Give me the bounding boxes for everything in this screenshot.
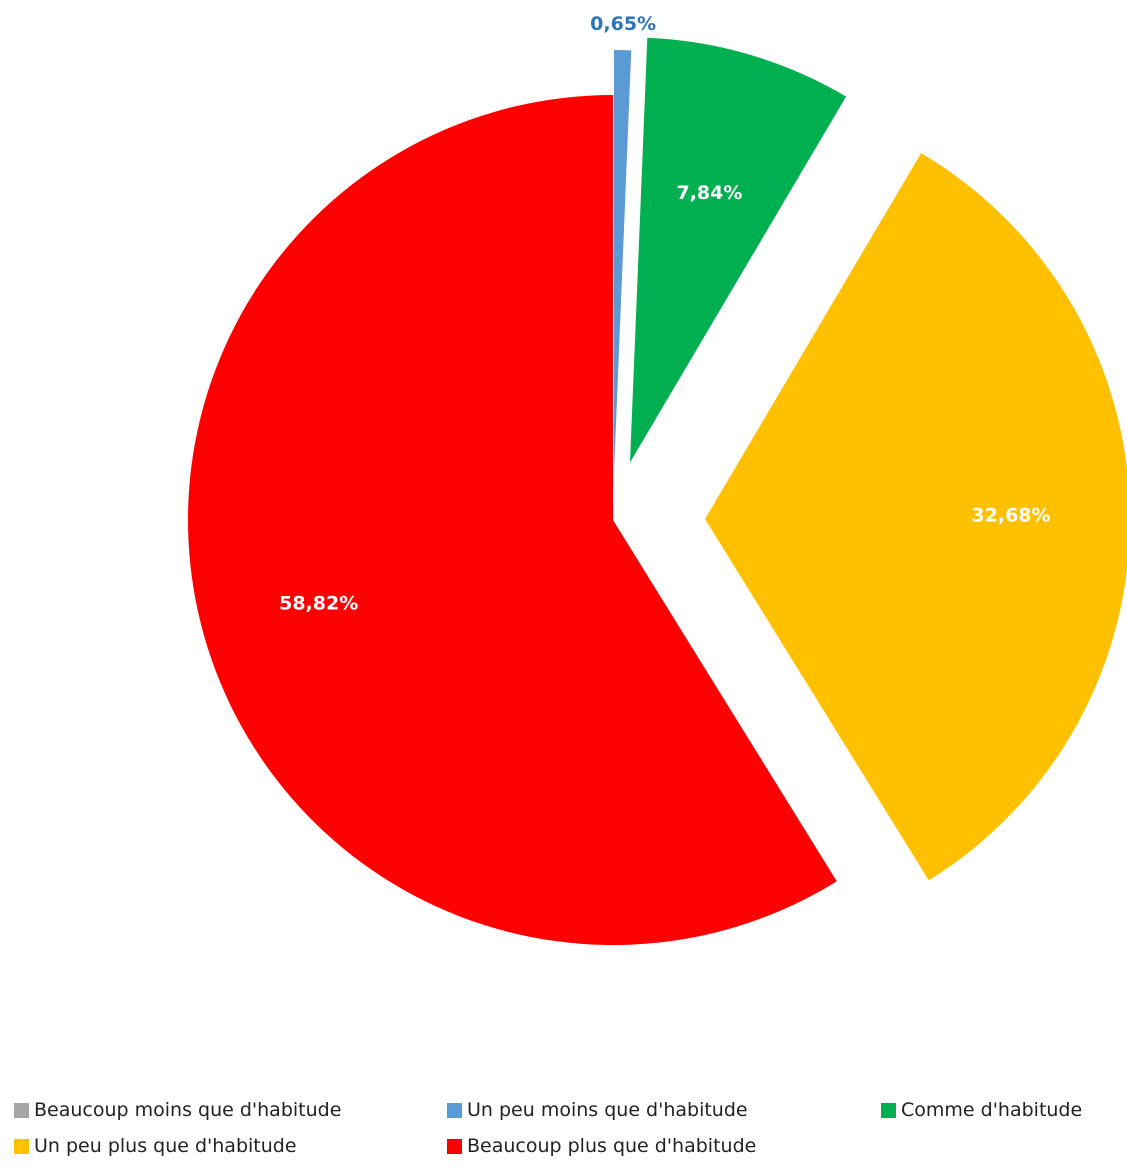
legend-item-beaucoup-plus: Beaucoup plus que d'habitude	[447, 1131, 756, 1161]
legend-swatch-un-peu-plus	[14, 1138, 29, 1154]
pie-slice-beaucoup-plus-que-d-habitude	[188, 95, 837, 946]
legend-item-comme: Comme d'habitude	[881, 1095, 1082, 1125]
data-label-beaucoup-plus-que-d-habitude: 58,82%	[279, 592, 358, 614]
data-label-un-peu-plus-que-d-habitude: 32,68%	[971, 504, 1050, 526]
legend-item-un-peu-plus: Un peu plus que d'habitude	[14, 1131, 297, 1161]
legend-swatch-comme	[881, 1102, 896, 1118]
legend-label-beaucoup-moins: Beaucoup moins que d'habitude	[34, 1099, 342, 1121]
legend-item-un-peu-moins: Un peu moins que d'habitude	[447, 1095, 748, 1125]
legend: Beaucoup moins que d'habitude Un peu moi…	[14, 1095, 1114, 1174]
pie-slice-comme-d-habitude	[629, 37, 847, 463]
legend-label-un-peu-plus: Un peu plus que d'habitude	[34, 1135, 297, 1157]
labels-layer: 0,65% 7,84% 32,68% 58,82%	[279, 13, 1050, 614]
legend-label-comme: Comme d'habitude	[901, 1099, 1083, 1121]
pie-slice-un-peu-moins-que-d-habitude	[613, 50, 632, 476]
pie-plot-area: 0,65% 7,84% 32,68% 58,82%	[188, 13, 1127, 946]
data-label-un-peu-moins-que-d-habitude: 0,65%	[590, 13, 656, 35]
legend-swatch-beaucoup-plus	[447, 1138, 462, 1154]
legend-label-beaucoup-plus: Beaucoup plus que d'habitude	[467, 1135, 757, 1157]
slices-layer	[188, 37, 1127, 946]
pie-slice-un-peu-plus-que-d-habitude	[704, 153, 1127, 881]
legend-swatch-beaucoup-moins	[14, 1102, 29, 1118]
legend-swatch-un-peu-moins	[447, 1102, 462, 1118]
legend-item-beaucoup-moins: Beaucoup moins que d'habitude	[14, 1095, 341, 1125]
data-label-comme-d-habitude: 7,84%	[676, 182, 742, 204]
legend-label-un-peu-moins: Un peu moins que d'habitude	[467, 1099, 748, 1121]
